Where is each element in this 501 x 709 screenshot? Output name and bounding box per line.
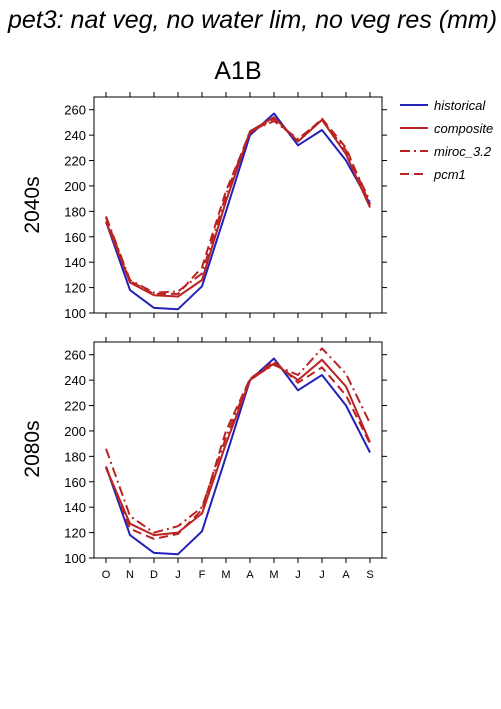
legend-label: miroc_3.2 xyxy=(434,144,492,159)
x-tick-label: J xyxy=(295,569,301,581)
series-line-miroc-3-2 xyxy=(105,118,371,294)
series-line-historical xyxy=(105,357,371,556)
panel-grid: 100 120 140 160 180 200 220 240 260 xyxy=(64,92,387,321)
panel-grid: 100 120 140 160 180 200 220 240 260 O N D J F M A M J J A S xyxy=(64,337,387,581)
legend-label: pcm1 xyxy=(433,167,466,182)
panel-series xyxy=(105,347,371,556)
y-tick-label: 200 xyxy=(64,424,86,439)
x-tick-label: F xyxy=(199,569,206,581)
x-tick-label: S xyxy=(366,569,373,581)
y-tick-label: 140 xyxy=(64,500,86,515)
y-tick-label: 120 xyxy=(64,526,86,541)
y-tick-label: 160 xyxy=(64,475,86,490)
scenario-title: A1B xyxy=(214,57,261,85)
x-tick-label: M xyxy=(221,569,230,581)
y-tick-label: 160 xyxy=(64,230,86,245)
y-tick-label: 260 xyxy=(64,348,86,363)
y-tick-label: 240 xyxy=(64,128,86,143)
series-line-composite xyxy=(105,116,371,298)
legend: historical composite miroc_3.2 pcm1 xyxy=(400,98,493,182)
series-line-historical xyxy=(105,112,371,311)
legend-label: historical xyxy=(434,98,486,113)
legend-label: composite xyxy=(434,121,493,136)
y-tick-label: 100 xyxy=(64,306,86,321)
row-label: 2040s xyxy=(21,176,44,233)
y-tick-label: 240 xyxy=(64,373,86,388)
x-tick-label: J xyxy=(319,569,325,581)
panel-series xyxy=(105,112,371,311)
row-label: 2080s xyxy=(21,420,44,477)
y-tick-label: 220 xyxy=(64,154,86,169)
series-line-composite xyxy=(105,358,371,537)
y-tick-label: 120 xyxy=(64,281,86,296)
y-tick-label: 140 xyxy=(64,255,86,270)
panel-frame xyxy=(93,341,383,559)
x-tick-label: J xyxy=(175,569,181,581)
x-tick-label: A xyxy=(342,569,350,581)
x-tick-label: N xyxy=(126,569,134,581)
y-tick-label: 260 xyxy=(64,103,86,118)
x-tick-label: A xyxy=(246,569,254,581)
x-tick-label: O xyxy=(102,569,111,581)
series-line-pcm1 xyxy=(105,360,371,540)
panel-frame xyxy=(93,96,383,314)
y-tick-label: 180 xyxy=(64,204,86,219)
x-tick-label: M xyxy=(269,569,278,581)
y-tick-label: 180 xyxy=(64,449,86,464)
y-tick-label: 200 xyxy=(64,179,86,194)
main-title: pet3: nat veg, no water lim, no veg res … xyxy=(7,6,497,34)
x-tick-label: D xyxy=(150,569,158,581)
series-line-miroc-3-2 xyxy=(105,347,371,534)
series-line-pcm1 xyxy=(105,117,371,295)
y-tick-label: 220 xyxy=(64,399,86,414)
panel-2040s: 100 120 140 160 180 200 220 240 260 2040s xyxy=(21,92,387,321)
y-tick-label: 100 xyxy=(64,551,86,566)
